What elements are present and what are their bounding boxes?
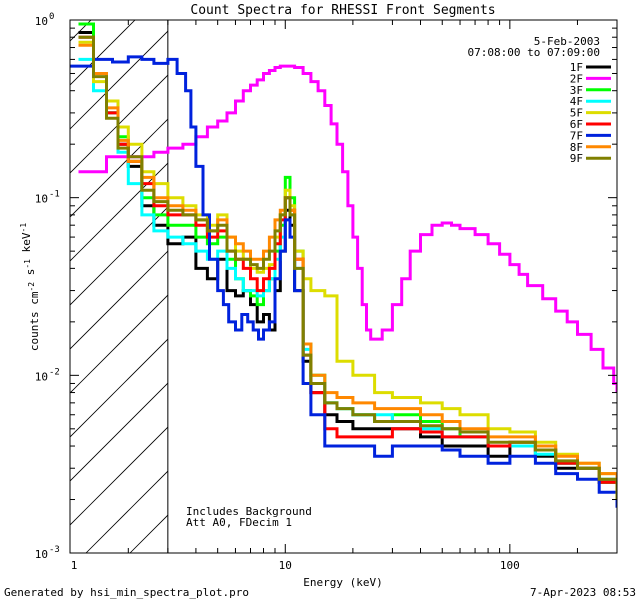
chart-title: Count Spectra for RHESSI Front Segments: [190, 3, 495, 18]
x-tick-label: 100: [500, 559, 520, 572]
x-tick-label: 1: [71, 559, 78, 572]
y-tick-label: 10: [35, 548, 48, 561]
date-label: 5-Feb-2003: [534, 35, 600, 48]
series-9F: [78, 35, 617, 500]
hatch-line: [70, 250, 168, 350]
y-tick-exponent: -3: [49, 545, 60, 555]
legend-label-4F: 4F: [570, 95, 583, 108]
x-axis-label: Energy (keV): [303, 576, 382, 589]
hatch-line: [70, 382, 168, 482]
timestamp-label: 7-Apr-2023 08:53: [530, 586, 636, 599]
annotation-attenuator: Att A0, FDecim 1: [186, 516, 292, 529]
hatched-region: [70, 20, 168, 553]
y-tick-exponent: 0: [49, 12, 54, 22]
series-7F: [70, 55, 617, 508]
annotation-background: Includes Background: [186, 505, 312, 518]
series-group: [70, 22, 617, 508]
hatch-line: [70, 30, 168, 130]
hatch-line: [70, 426, 168, 526]
x-axis-ticks: 1 10 100: [71, 20, 618, 572]
legend-label-7F: 7F: [570, 129, 583, 142]
y-axis-label: counts cm-2 s-1 keV-1: [19, 223, 41, 351]
hatch-line: [70, 74, 168, 174]
legend-label-8F: 8F: [570, 141, 583, 154]
y-tick-label: 10: [35, 370, 48, 383]
hatch-line: [70, 206, 168, 306]
series-2F: [78, 64, 617, 393]
legend-label-9F: 9F: [570, 152, 583, 165]
y-tick-label: 10: [35, 15, 48, 28]
legend-label-2F: 2F: [570, 72, 583, 85]
generated-by-label: Generated by hsi_min_spectra_plot.pro: [4, 586, 249, 599]
legend-label-3F: 3F: [570, 84, 583, 97]
legend-label-6F: 6F: [570, 118, 583, 131]
y-tick-exponent: -1: [49, 190, 60, 200]
y-tick-exponent: -2: [49, 367, 60, 377]
legend-label-1F: 1F: [570, 61, 583, 74]
x-tick-label: 10: [279, 559, 292, 572]
y-tick-label: 10: [35, 193, 48, 206]
time-range-label: 07:08:00 to 07:09:00: [468, 46, 600, 59]
plot-frame: [69, 19, 618, 554]
legend-label-5F: 5F: [570, 107, 583, 120]
